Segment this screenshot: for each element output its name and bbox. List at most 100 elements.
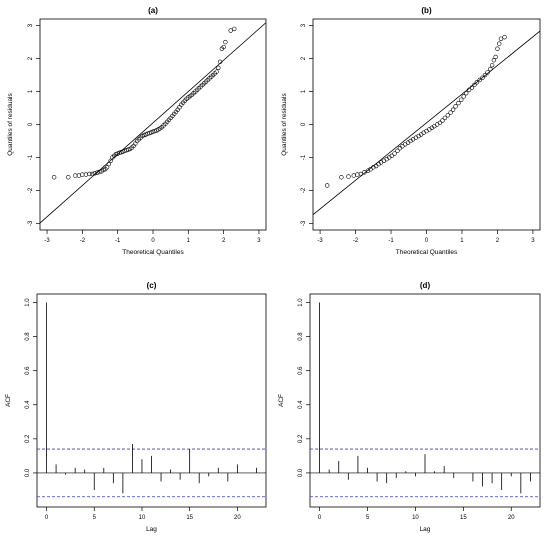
- x-tick-label: 1: [187, 238, 191, 244]
- data-point: [228, 28, 233, 33]
- x-tick-label: 0: [45, 515, 49, 521]
- data-point: [459, 97, 464, 102]
- chart-title: (d): [420, 281, 431, 290]
- y-tick-label: 0.0: [298, 468, 304, 477]
- y-tick-label: 1: [301, 89, 307, 93]
- data-point: [480, 75, 485, 80]
- data-point: [493, 54, 498, 60]
- data-point: [92, 171, 97, 176]
- x-axis-label: Lag: [146, 526, 157, 533]
- data-point: [389, 153, 394, 159]
- x-axis-label: Lag: [420, 526, 431, 533]
- x-tick-label: -2: [353, 238, 359, 244]
- x-tick-label: 1: [460, 238, 464, 244]
- data-point: [97, 169, 102, 175]
- data-point: [395, 148, 400, 154]
- data-point: [216, 65, 221, 70]
- panel-a: (a) -3 -2 -1 0 1 2 3 -3 -2 -1 0 1 2 3 Theoretical Quant…: [7, 6, 267, 256]
- y-tick-label: 0.8: [25, 332, 31, 341]
- y-tick-label: -1: [28, 154, 34, 160]
- plot-frame: [309, 293, 541, 508]
- chart-title: (c): [147, 281, 157, 290]
- data-point: [217, 59, 223, 65]
- x-tick-label: 15: [460, 515, 467, 521]
- x-tick-label: 20: [234, 515, 241, 521]
- data-point: [502, 34, 507, 40]
- data-point: [232, 26, 237, 32]
- y-tick-label: 0.6: [25, 366, 31, 375]
- data-point: [362, 170, 367, 175]
- y-tick-label: 3: [301, 23, 307, 27]
- data-point: [434, 122, 440, 127]
- data-point: [339, 175, 344, 180]
- plot-frame: [36, 293, 267, 508]
- data-point: [108, 158, 113, 163]
- x-tick-label: 5: [366, 515, 370, 521]
- x-tick-label: 3: [257, 238, 261, 244]
- data-point: [351, 173, 356, 178]
- chart-title: (a): [148, 6, 158, 15]
- data-point: [498, 36, 504, 41]
- data-point: [221, 44, 226, 50]
- data-point: [87, 171, 92, 177]
- y-tick-label: 0.4: [298, 400, 304, 409]
- panel-c: (c) 0 5 10 15 20 0.0 0.2 0.4 0.6 0.8 1.0 Lag ACF: [5, 281, 267, 533]
- data-point: [371, 165, 376, 170]
- data-point: [397, 146, 403, 151]
- reference-line: [40, 22, 266, 224]
- data-point: [424, 128, 429, 134]
- data-point: [80, 172, 85, 177]
- data-point: [346, 174, 351, 179]
- x-tick-label: 10: [139, 515, 146, 521]
- data-point: [477, 77, 482, 83]
- data-point: [413, 135, 419, 140]
- data-point: [495, 46, 500, 51]
- x-tick-label: -1: [115, 238, 121, 244]
- y-tick-label: 0: [28, 122, 34, 126]
- data-point: [491, 58, 497, 63]
- x-tick-label: 0: [425, 238, 429, 244]
- y-tick-label: 0: [301, 122, 307, 126]
- y-tick-label: 2: [301, 56, 307, 60]
- data-point: [73, 173, 78, 178]
- y-axis-label: Quantiles of residuals: [7, 93, 14, 156]
- y-axis-label: Quantiles of residuals: [281, 93, 288, 156]
- y-tick-label: -2: [301, 187, 307, 193]
- y-axis-label: ACF: [278, 394, 285, 407]
- data-point: [453, 104, 458, 109]
- data-point: [106, 161, 112, 167]
- x-tick-label: -1: [388, 238, 394, 244]
- x-tick-label: 0: [318, 515, 322, 521]
- y-tick-label: 1.0: [25, 298, 31, 307]
- y-tick-label: 1.0: [298, 298, 304, 307]
- data-point: [324, 183, 330, 188]
- y-tick-label: -3: [301, 220, 307, 226]
- data-point: [466, 87, 472, 93]
- data-point: [448, 110, 453, 115]
- x-axis-label: Theoretical Quantiles: [396, 249, 458, 256]
- y-axis-label: ACF: [5, 394, 12, 407]
- data-point: [464, 90, 469, 96]
- data-point: [223, 39, 228, 45]
- data-point: [66, 175, 71, 180]
- x-tick-label: 3: [531, 238, 535, 244]
- panel-b: (b) -3 -2 -1 0 1 2 3 -3 -2 -1 0 1 2 3 Theoretical Quant…: [281, 6, 541, 256]
- data-point: [440, 118, 445, 123]
- data-point: [51, 175, 57, 180]
- data-point: [456, 100, 461, 106]
- data-point: [485, 70, 490, 75]
- x-tick-label: 20: [508, 515, 515, 521]
- data-point: [474, 80, 480, 85]
- plot-frame: [39, 18, 267, 231]
- y-tick-label: 0.4: [25, 400, 31, 409]
- y-tick-label: 0.2: [298, 434, 304, 443]
- y-tick-label: -2: [28, 187, 34, 193]
- data-point: [83, 172, 89, 177]
- data-point: [95, 170, 100, 175]
- y-tick-label: 0.8: [298, 332, 304, 341]
- x-tick-label: -3: [44, 238, 50, 244]
- data-point: [469, 85, 475, 90]
- data-point: [355, 172, 360, 177]
- data-point: [76, 173, 82, 178]
